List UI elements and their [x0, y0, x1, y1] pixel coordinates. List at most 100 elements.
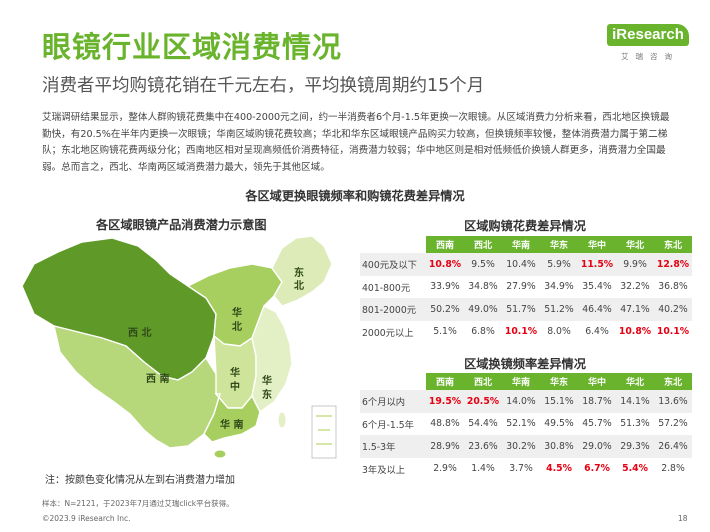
table-cell: 1.4% [471, 463, 495, 475]
table-cell: 10.8% [426, 253, 464, 276]
table-row: 6个月以内 19.5% 20.5% 14.0% 15.1% 18.7% 14.1% 13.6% [360, 390, 692, 413]
table-cell: 5.9% [540, 253, 578, 276]
table-row: 400元及以下 10.8% 9.5% 10.4% 5.9% 11.5% 9.9% 12.8% [360, 253, 692, 276]
map-label-northwest: 西 北 [128, 326, 151, 339]
table-cell: 2.9% [433, 463, 457, 475]
table-row: 2000元以上 5.1% 6.8% 10.1% 8.0% 6.4% 10.8% 10.1% [360, 321, 692, 344]
table-cell: 40.2% [654, 298, 692, 321]
freq-table: 西南 西北 华南 华东 华中 华北 东北 6个月以内 19.5% 20.5% 14.0% 15.1% 1… [360, 373, 692, 480]
map-title: 各区域眼镜产品消费潜力示意图 [96, 218, 267, 232]
table-cell: 47.1% [616, 298, 654, 321]
iresearch-logo: iResearch 艾瑞咨询 [607, 24, 689, 64]
page-title: 眼镜行业区域消费情况 [42, 30, 343, 64]
table-cell: 29.0% [578, 435, 616, 458]
table-cell: 5.4% [622, 463, 648, 475]
row-label: 6个月以内 [360, 390, 426, 413]
table-cell: 54.4% [468, 418, 498, 430]
map-taiwan [277, 411, 287, 429]
table-cell: 46.4% [578, 298, 616, 321]
table-cell: 57.2% [658, 418, 688, 430]
row-label: 801-2000元 [360, 298, 426, 321]
column-header: 西北 [464, 373, 502, 390]
table-cell: 27.9% [506, 281, 536, 293]
row-label: 2000元以上 [362, 327, 414, 339]
table-row: 401-800元 33.9% 34.8% 27.9% 34.9% 35.4% 32.2% 36… [360, 276, 692, 299]
table-cell: 10.1% [504, 326, 538, 338]
column-header: 西南 [426, 236, 464, 253]
table-cell: 15.1% [540, 390, 578, 413]
row-label: 401-800元 [362, 282, 411, 294]
table-cell: 6.7% [584, 463, 610, 475]
table-cell: 2.8% [661, 463, 685, 475]
table-cell: 33.9% [430, 281, 460, 293]
table-cell: 6.8% [471, 326, 495, 338]
logo-badge: iResearch [607, 24, 689, 46]
map-label-south: 华 南 [220, 418, 243, 431]
table-row: 801-2000元 50.2% 49.0% 51.7% 51.2% 46.4% 47.1% 4… [360, 298, 692, 321]
intro-paragraph: 艾瑞调研结果显示，整体人群购镜花费集中在400-2000元之间，约一半消费者6个… [42, 112, 670, 173]
column-header: 西北 [464, 236, 502, 253]
page-number: 18 [678, 514, 688, 523]
table-cell: 11.5% [578, 253, 616, 276]
spend-table-title: 区域购镜花费差异情况 [464, 219, 586, 233]
map-sea-inset [311, 405, 337, 459]
table-cell: 49.0% [464, 298, 502, 321]
table-corner [360, 236, 426, 253]
table-cell: 13.6% [654, 390, 692, 413]
table-cell: 23.6% [464, 435, 502, 458]
column-header: 东北 [654, 236, 692, 253]
map-region-east [251, 305, 293, 414]
table-cell: 30.2% [502, 435, 540, 458]
sample-note: 样本：N=2121，于2023年7月通过艾瑞click平台获得。 [42, 499, 234, 508]
map-region-south [203, 393, 261, 443]
column-header: 华东 [540, 373, 578, 390]
table-cell: 9.5% [464, 253, 502, 276]
column-header: 东北 [654, 373, 692, 390]
map-note: 注：按颜色变化情况从左到右消费潜力增加 [45, 475, 235, 486]
china-region-map: 东北 西 北 华北 西 南 华中 华东 华 南 [20, 234, 340, 469]
table-cell: 35.4% [582, 281, 612, 293]
column-header: 华东 [540, 236, 578, 253]
table-corner [360, 373, 426, 390]
table-cell: 52.1% [506, 418, 536, 430]
map-label-north: 华北 [232, 306, 242, 333]
table-cell: 8.0% [547, 326, 571, 338]
table-cell: 26.4% [654, 435, 692, 458]
table-row: 1.5-3年 28.9% 23.6% 30.2% 30.8% 29.0% 29.3% 26.4… [360, 435, 692, 458]
table-cell: 4.5% [546, 463, 572, 475]
page-subtitle: 消费者平均购镜花销在千元左右，平均换镜周期约15个月 [42, 76, 485, 96]
row-label: 6个月-1.5年 [362, 419, 414, 431]
table-cell: 10.4% [502, 253, 540, 276]
table-cell: 5.1% [433, 326, 457, 338]
table-cell: 14.1% [616, 390, 654, 413]
table-cell: 51.2% [540, 298, 578, 321]
column-header: 华北 [616, 373, 654, 390]
table-cell: 34.8% [468, 281, 498, 293]
map-region-northeast [271, 235, 333, 307]
column-header: 华中 [578, 236, 616, 253]
table-cell: 48.8% [430, 418, 460, 430]
spend-table: 西南 西北 华南 华东 华中 华北 东北 400元及以下 10.8% 9.5% 10.4% 5.9% 1… [360, 236, 692, 343]
table-cell: 3.7% [509, 463, 533, 475]
table-cell: 45.7% [582, 418, 612, 430]
table-row: 3年及以上 2.9% 1.4% 3.7% 4.5% 6.7% 5.4% 2.8% [360, 458, 692, 481]
table-cell: 28.9% [426, 435, 464, 458]
table-cell: 12.8% [654, 253, 692, 276]
table-cell: 51.7% [502, 298, 540, 321]
table-row: 6个月-1.5年 48.8% 54.4% 52.1% 49.5% 45.7% 51.3% 57… [360, 413, 692, 436]
table-cell: 19.5% [426, 390, 464, 413]
freq-table-title: 区域换镜频率差异情况 [464, 357, 586, 371]
row-label: 1.5-3年 [360, 435, 426, 458]
map-label-northeast: 东北 [294, 266, 304, 292]
copyright: ©2023.9 iResearch Inc. [42, 514, 131, 523]
column-header: 华南 [502, 373, 540, 390]
map-label-southwest: 西 南 [146, 372, 169, 385]
table-cell: 50.2% [426, 298, 464, 321]
section-title: 各区域更换眼镜频率和购镜花费差异情况 [245, 189, 465, 203]
row-label: 400元及以下 [360, 253, 426, 276]
table-cell: 10.8% [618, 326, 652, 338]
logo-subtext: 艾瑞咨询 [621, 52, 679, 61]
column-header: 华中 [578, 373, 616, 390]
table-cell: 51.3% [620, 418, 650, 430]
table-cell: 20.5% [464, 390, 502, 413]
